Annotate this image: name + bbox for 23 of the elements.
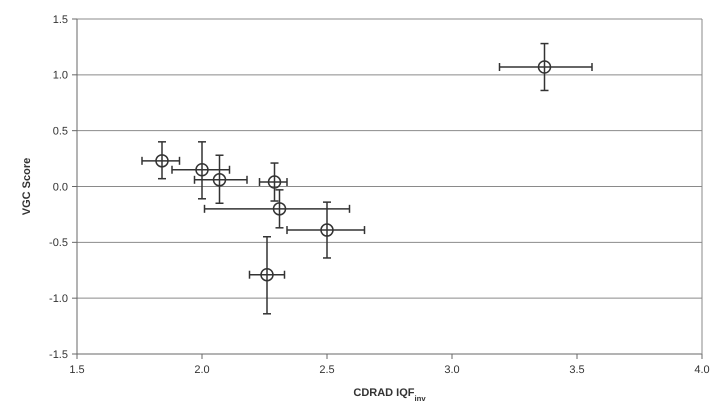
y-tick-label: 1.5 [52,14,68,26]
y-tick-label: 0.0 [52,181,68,194]
point [155,154,169,168]
y-axis-title: VGC Score [21,158,33,216]
point [260,268,274,282]
point [272,202,286,216]
point [320,223,334,237]
y-tick-label: 1.0 [52,70,68,82]
x-tick-label: 2.5 [319,364,335,376]
x-tick-label: 3.5 [569,364,585,376]
point [268,175,282,189]
point [195,163,209,176]
x-tick-label: 3.0 [444,364,460,376]
y-tick-label: -0.5 [49,237,68,250]
x-axis-title: CDRAD IQF$_{inv}$ [353,387,426,402]
y-tick-label: -1.0 [49,293,68,306]
y-tick-label: -1.5 [49,348,68,361]
x-tick-label: 1.5 [69,364,85,376]
point [538,60,552,74]
y-tick-label: 0.5 [52,126,68,138]
point [212,173,226,187]
x-tick-label: 4.0 [694,364,710,376]
x-tick-label: 2.0 [194,364,210,376]
